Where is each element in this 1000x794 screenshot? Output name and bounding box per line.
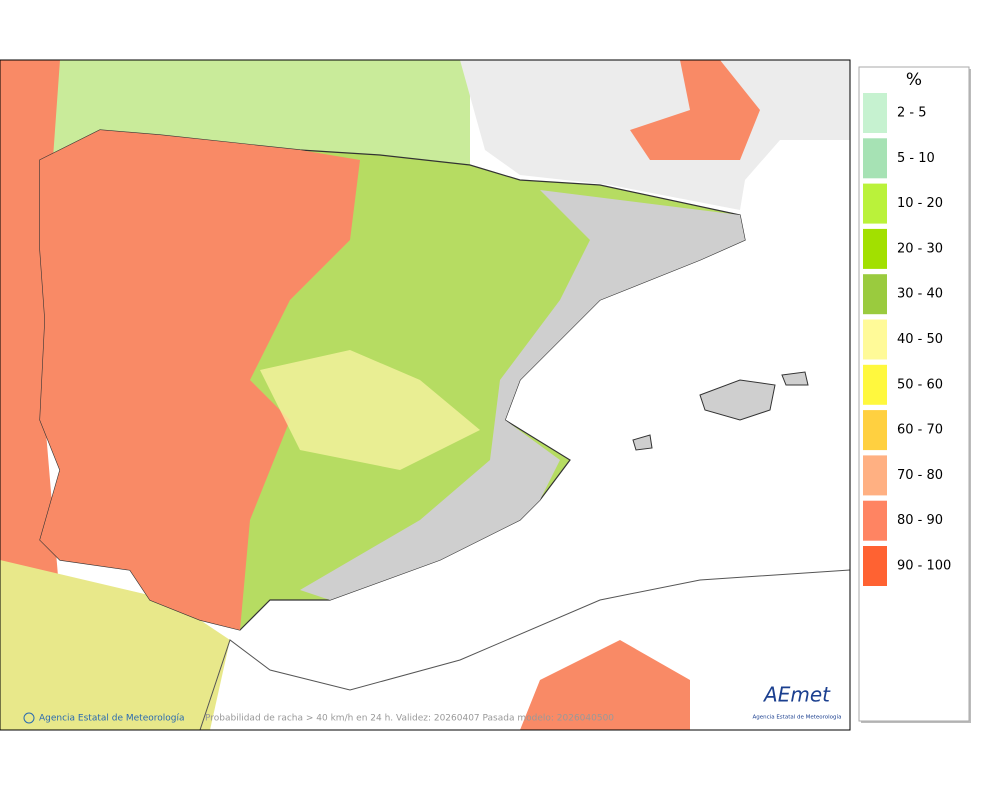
legend-label: 50 - 60 — [897, 377, 943, 392]
copyright-icon — [23, 712, 35, 724]
legend-label: 30 - 40 — [897, 287, 943, 302]
legend-swatch — [863, 500, 887, 541]
central-field — [260, 350, 480, 470]
map-frame — [0, 59, 851, 731]
legend-label: 5 - 10 — [897, 151, 935, 166]
legend-label: 2 - 5 — [897, 106, 927, 121]
legend-swatch — [863, 228, 887, 269]
ibiza — [632, 434, 653, 451]
legend-title: % — [906, 70, 922, 90]
menorca — [781, 371, 809, 386]
legend-swatch — [863, 319, 887, 360]
legend-label: 90 - 100 — [897, 559, 951, 574]
legend-label: 80 - 90 — [897, 513, 943, 528]
legend-swatch — [863, 546, 887, 586]
legend-swatch — [863, 455, 887, 496]
legend-label: 20 - 30 — [897, 241, 943, 256]
algeria-field — [520, 640, 690, 730]
legend-swatch — [863, 183, 887, 224]
logo: AEmet Agencia Estatal de Meteorología — [753, 680, 842, 725]
legend-label: 60 - 70 — [897, 423, 943, 438]
east-relief — [300, 190, 745, 600]
credit-text: Agencia Estatal de Meteorología — [39, 714, 185, 724]
logo-name: AEmet — [762, 683, 831, 707]
west-field — [40, 130, 360, 630]
logo-box — [755, 680, 840, 725]
legend-swatch — [863, 274, 887, 315]
legend-label: 40 - 50 — [897, 332, 943, 347]
legend-label: 70 - 80 — [897, 468, 943, 483]
credit: Agencia Estatal de Meteorología Probabil… — [23, 712, 614, 724]
caption: Probabilidad de racha > 40 km/h en 24 h.… — [205, 714, 614, 724]
legend: % 2 - 5 5 - 10 10 - 20 20 - 30 30 - 40 40 - 5… — [858, 66, 971, 723]
legend-swatch — [863, 364, 887, 405]
legend-swatch — [863, 93, 887, 133]
legend-label: 10 - 20 — [897, 196, 943, 211]
gulf-lion-field — [630, 60, 760, 160]
legend-swatch — [863, 138, 887, 179]
africa-coast — [199, 569, 851, 731]
logo-subtitle: Agencia Estatal de Meteorología — [753, 714, 842, 721]
map — [0, 59, 851, 731]
legend-swatch — [863, 410, 887, 451]
mallorca — [699, 379, 776, 421]
